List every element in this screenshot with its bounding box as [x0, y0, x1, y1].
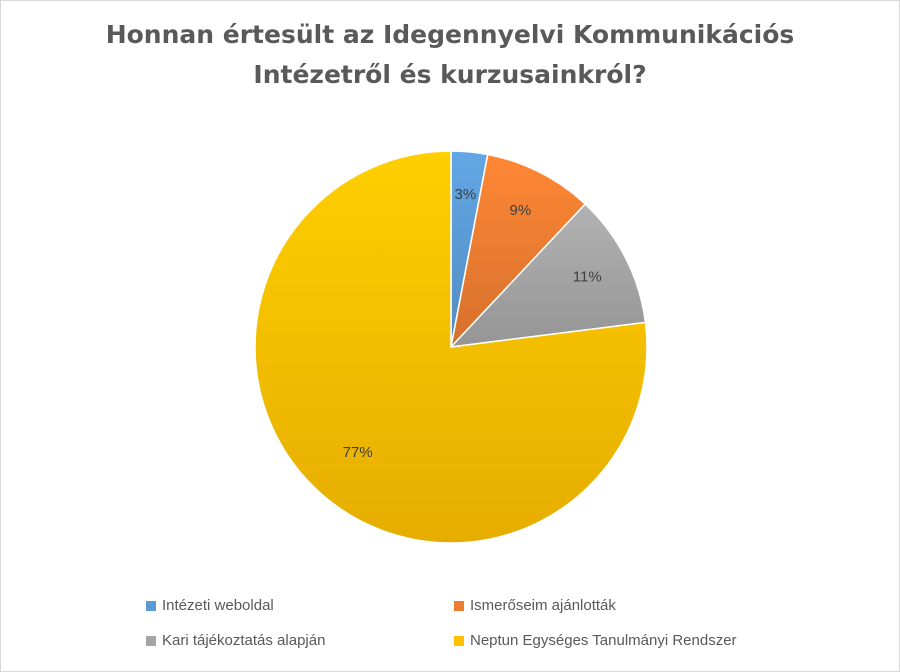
- pie-slice-neptun[interactable]: [254, 150, 648, 544]
- legend-swatch-gray: [146, 635, 156, 646]
- chart-title-line-2: Intézetről és kurzusainkról?: [253, 60, 647, 89]
- chart-title-line-1: Honnan értesült az Idegennyelvi Kommunik…: [105, 20, 795, 49]
- data-label-ismeroseim-ajanlottak: 9%: [510, 202, 532, 219]
- legend-label: Ismerőseim ajánlották: [470, 597, 616, 614]
- legend-item-neptun[interactable]: Neptun Egységes Tanulmányi Rendszer: [454, 632, 794, 649]
- data-label-intezeti-weboldal: 3%: [455, 186, 477, 203]
- legend-item-kari-tajekoztatas[interactable]: Kari tájékoztatás alapján: [146, 632, 454, 649]
- legend-item-intezeti-weboldal[interactable]: Intézeti weboldal: [146, 597, 454, 614]
- legend-swatch-blue: [146, 600, 156, 611]
- data-label-kari-tajekoztatas: 11%: [573, 269, 602, 286]
- legend-label: Kari tájékoztatás alapján: [162, 632, 326, 649]
- legend-label: Intézeti weboldal: [162, 597, 274, 614]
- pie-slice-ismeroseim-ajanlottak[interactable]: [449, 153, 587, 350]
- pie-data-labels: 3% 9% 11% 77%: [343, 186, 602, 461]
- pie-slice-kari-tajekoztatas[interactable]: [449, 203, 647, 349]
- legend-item-ismeroseim-ajanlottak[interactable]: Ismerőseim ajánlották: [454, 597, 794, 614]
- pie-slices: [254, 150, 648, 544]
- legend-swatch-orange: [454, 600, 464, 611]
- chart-title: Honnan értesült az Idegennyelvi Kommunik…: [1, 15, 899, 95]
- legend: Intézeti weboldal Ismerőseim ajánlották …: [146, 597, 846, 649]
- data-label-neptun: 77%: [343, 444, 373, 461]
- legend-swatch-yellow: [454, 635, 464, 646]
- legend-label: Neptun Egységes Tanulmányi Rendszer: [470, 632, 737, 649]
